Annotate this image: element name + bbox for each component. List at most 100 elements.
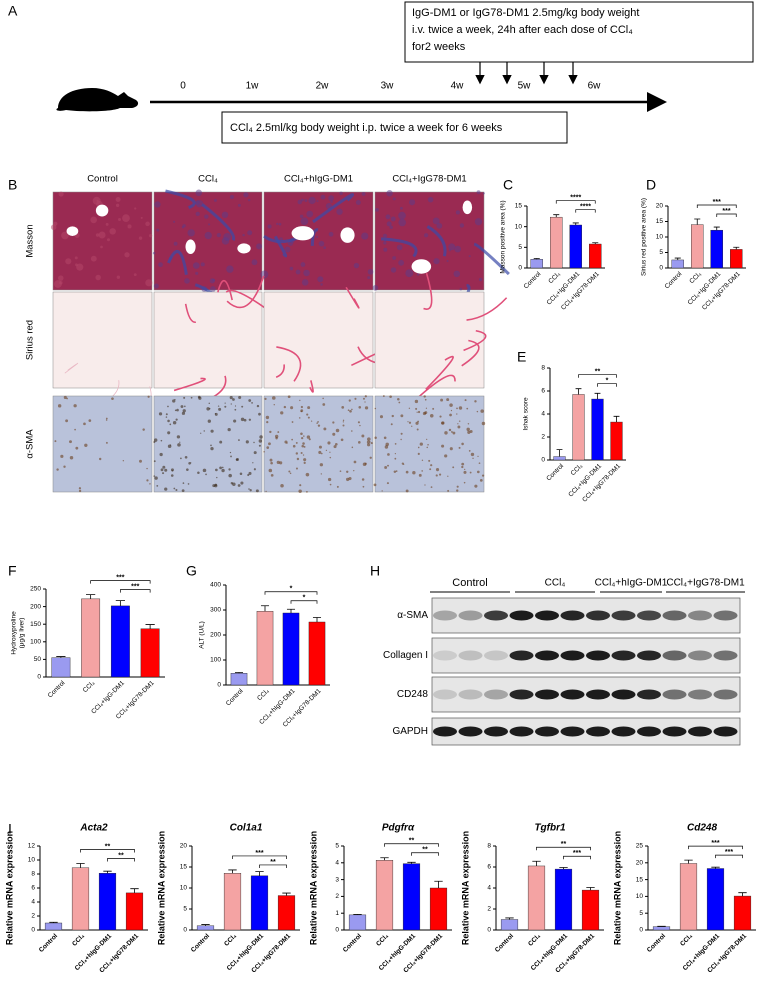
timeline-label: 3w bbox=[381, 81, 395, 92]
dab-speck bbox=[393, 470, 397, 474]
dab-speck bbox=[208, 402, 211, 405]
significance-label: ** bbox=[270, 859, 276, 866]
stain-speck bbox=[140, 216, 143, 219]
dab-speck bbox=[183, 396, 186, 399]
dab-speck bbox=[305, 472, 310, 477]
bar bbox=[569, 224, 582, 269]
x-tick-label: Control bbox=[646, 933, 667, 954]
significance-label: * bbox=[303, 595, 306, 602]
stain-speck bbox=[383, 241, 387, 245]
error-bar bbox=[575, 388, 582, 395]
dab-speck bbox=[415, 421, 419, 425]
stain-speck bbox=[116, 275, 121, 279]
bar bbox=[652, 926, 671, 931]
stain-speck bbox=[390, 216, 396, 222]
bar-chart: Pdgfrα Relative mRNA expression 0 1 2 3 4 5 Cont… bbox=[308, 823, 452, 974]
dab-speck bbox=[300, 410, 303, 413]
x-tick-label: CCl₄ bbox=[679, 933, 694, 948]
dab-speck bbox=[252, 462, 254, 464]
error-bar bbox=[115, 600, 125, 606]
dab-speck bbox=[149, 483, 151, 485]
dab-speck bbox=[353, 470, 355, 472]
dab-speck bbox=[426, 438, 428, 440]
blot-band bbox=[688, 689, 712, 700]
group-label: CCl₄+IgG78-DM1 bbox=[666, 578, 745, 589]
chart-title: Cd248 bbox=[687, 823, 717, 834]
y-tick-label: 2 bbox=[541, 434, 545, 441]
stain-speck bbox=[367, 276, 371, 280]
stain-speck bbox=[173, 220, 176, 223]
error-bar bbox=[434, 880, 443, 888]
dab-speck bbox=[342, 419, 345, 422]
stain-speck bbox=[476, 190, 481, 195]
fibrosis-septum bbox=[426, 225, 447, 257]
fibrosis-septum bbox=[381, 237, 418, 258]
significance-bracket bbox=[575, 209, 596, 213]
stain-speck bbox=[276, 222, 279, 226]
dab-speck bbox=[446, 398, 450, 402]
fibrosis-septum bbox=[312, 193, 354, 224]
stain-speck bbox=[145, 279, 153, 287]
stain-speck bbox=[226, 265, 234, 273]
blot-band bbox=[484, 726, 508, 737]
dab-speck bbox=[439, 473, 442, 476]
y-axis-label: Sirius red positive area (%) bbox=[641, 198, 648, 276]
dab-speck bbox=[361, 434, 365, 438]
dab-speck bbox=[173, 487, 176, 490]
y-axis-label: Ishak score bbox=[523, 397, 530, 431]
dab-speck bbox=[156, 485, 159, 487]
stain-speck bbox=[90, 216, 98, 224]
y-tick-label: 0 bbox=[518, 265, 522, 272]
dab-speck bbox=[167, 444, 172, 448]
stain-speck bbox=[408, 199, 416, 206]
blot-band bbox=[560, 726, 585, 737]
blot-band bbox=[560, 689, 585, 700]
error-bar bbox=[76, 863, 85, 868]
dab-speck bbox=[405, 470, 409, 474]
dab-speck bbox=[288, 470, 291, 473]
dab-speck bbox=[84, 443, 88, 447]
dab-speck bbox=[461, 465, 464, 469]
stain-speck bbox=[122, 214, 130, 223]
dab-speck bbox=[447, 475, 449, 477]
dab-speck bbox=[273, 404, 275, 406]
stain-speck bbox=[339, 191, 343, 196]
column-label: CCl₄ bbox=[198, 174, 218, 185]
y-tick-label: 100 bbox=[30, 639, 41, 646]
row-label: Masson bbox=[25, 224, 36, 257]
y-tick-label: 2 bbox=[487, 906, 491, 913]
bar bbox=[500, 919, 519, 931]
dab-speck bbox=[214, 413, 217, 415]
dab-speck bbox=[317, 424, 321, 427]
dab-speck bbox=[466, 407, 469, 410]
chart-title: Acta2 bbox=[79, 823, 108, 834]
y-tick-label: 8 bbox=[541, 365, 545, 372]
dab-speck bbox=[458, 446, 461, 449]
dab-speck bbox=[327, 441, 331, 445]
dab-speck bbox=[333, 445, 337, 449]
timeline-label: 5w bbox=[518, 81, 532, 92]
blot-band bbox=[637, 610, 661, 621]
dab-speck bbox=[170, 474, 174, 477]
significance-bracket bbox=[290, 600, 318, 604]
error-bar bbox=[312, 617, 322, 622]
dab-speck bbox=[233, 419, 237, 423]
timeline-label: 4w bbox=[451, 81, 465, 92]
panel-label: D bbox=[646, 177, 656, 193]
micrograph bbox=[153, 291, 263, 389]
stain-speck bbox=[184, 278, 190, 284]
mouse-icon bbox=[56, 88, 139, 112]
dab-speck bbox=[477, 455, 479, 458]
western-blot: Control CCl₄ CCl₄+hIgG-DM1 CCl₄+IgG78-DM1 α-… bbox=[383, 577, 745, 746]
dab-speck bbox=[448, 428, 452, 432]
bar bbox=[250, 875, 269, 931]
y-tick-label: 5 bbox=[335, 843, 339, 850]
collagen-fiber bbox=[425, 355, 454, 390]
dab-speck bbox=[224, 402, 226, 404]
dab-speck bbox=[390, 423, 393, 426]
error-bar bbox=[201, 924, 210, 926]
collagen-fiber bbox=[466, 297, 508, 321]
stain-speck bbox=[386, 221, 392, 227]
timeline-label: 6w bbox=[588, 81, 602, 92]
dab-speck bbox=[458, 420, 461, 422]
